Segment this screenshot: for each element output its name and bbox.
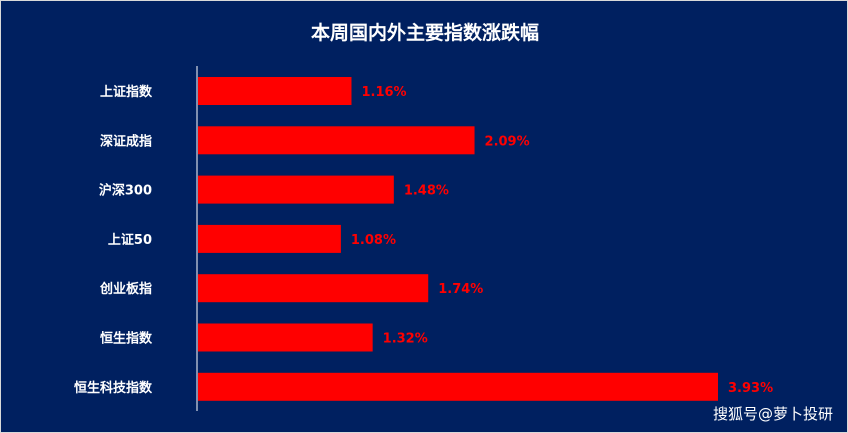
category-label: 上证50 xyxy=(108,233,152,248)
bar xyxy=(198,77,352,105)
category-label: 恒生科技指数 xyxy=(74,380,153,396)
category-label: 沪深300 xyxy=(99,183,152,199)
category-label: 上证指数 xyxy=(100,84,153,100)
data-label: 2.09% xyxy=(485,134,530,149)
bar xyxy=(198,372,718,401)
data-label: 1.16% xyxy=(361,85,406,100)
bar xyxy=(198,126,475,155)
data-label: 1.48% xyxy=(404,184,449,199)
chart-title: 本周国内外主要指数涨跌幅 xyxy=(311,21,539,44)
category-label: 恒生指数 xyxy=(100,331,153,347)
category-label: 创业板指 xyxy=(99,281,152,297)
bar xyxy=(198,224,341,253)
data-label: 1.08% xyxy=(351,233,396,248)
watermark: 搜狐号@萝卜投研 xyxy=(712,405,833,423)
data-label: 1.32% xyxy=(383,332,428,347)
category-label: 深证成指 xyxy=(100,133,152,149)
bar xyxy=(198,323,373,352)
bar xyxy=(198,274,429,303)
data-label: 1.74% xyxy=(438,282,483,297)
bar xyxy=(198,175,394,204)
data-label: 3.93% xyxy=(728,381,773,396)
